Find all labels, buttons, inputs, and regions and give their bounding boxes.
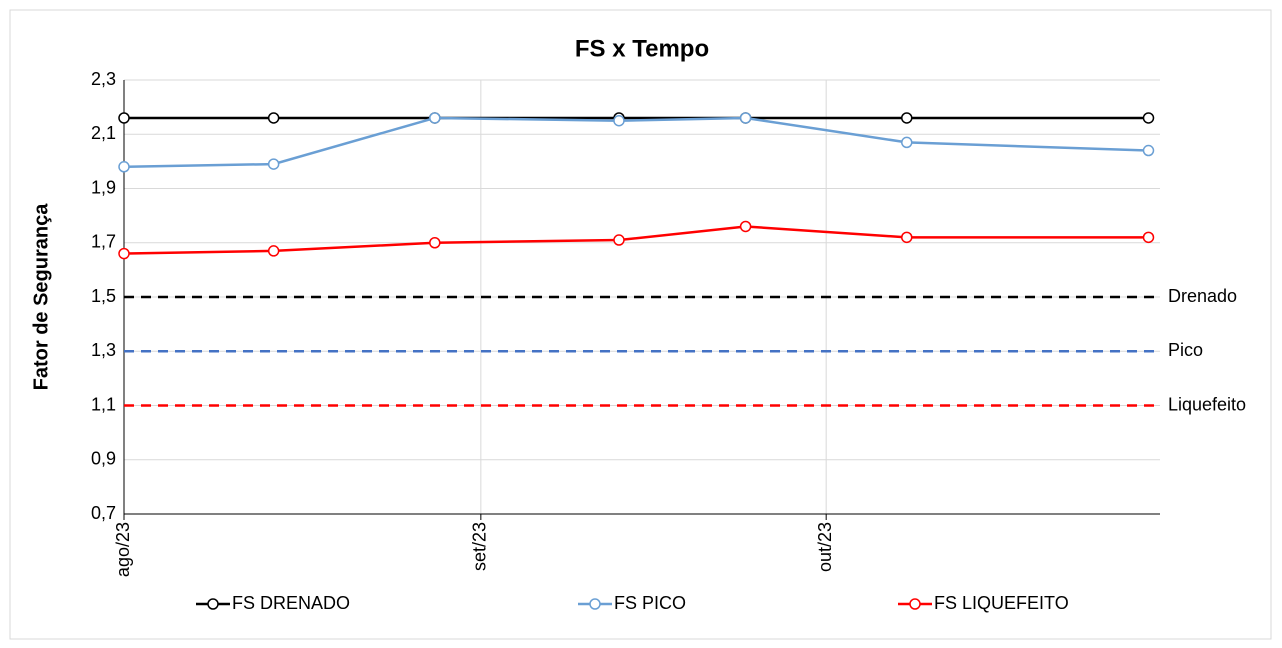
legend-label: FS DRENADO xyxy=(232,593,350,613)
y-tick-label: 2,1 xyxy=(91,123,116,143)
legend-marker xyxy=(909,598,921,610)
point-marker xyxy=(1142,112,1155,124)
y-tick-label: 0,7 xyxy=(91,503,116,523)
reference-label: Pico xyxy=(1168,340,1203,360)
point-marker xyxy=(739,112,752,124)
chart-frame xyxy=(9,9,1272,640)
legend-marker xyxy=(207,598,219,610)
legend-marker xyxy=(589,598,601,610)
point-marker xyxy=(267,245,280,257)
chart-title: FS x Tempo xyxy=(575,35,709,62)
point-marker xyxy=(1142,231,1155,244)
point-marker xyxy=(118,112,130,124)
reference-label: Liquefeito xyxy=(1168,394,1246,414)
y-tick-label: 1,1 xyxy=(91,394,116,414)
point-marker xyxy=(429,237,441,249)
x-tick-label: set/23 xyxy=(470,522,490,571)
point-marker xyxy=(429,112,441,124)
x-tick-label: ago/23 xyxy=(113,522,133,577)
point-marker xyxy=(901,112,913,124)
y-tick-label: 1,7 xyxy=(91,232,116,252)
point-marker xyxy=(118,247,130,260)
legend-label: FS PICO xyxy=(614,593,686,613)
point-marker xyxy=(1142,144,1155,157)
point-marker xyxy=(901,136,913,149)
point-marker xyxy=(613,114,625,127)
y-tick-label: 2,3 xyxy=(91,69,116,89)
point-marker xyxy=(739,220,752,233)
y-tick-label: 1,3 xyxy=(91,340,116,360)
y-tick-label: 1,5 xyxy=(91,286,116,306)
point-marker xyxy=(901,231,913,244)
x-tick-label: out/23 xyxy=(815,522,835,572)
reference-label: Drenado xyxy=(1168,286,1237,306)
point-marker xyxy=(613,234,625,246)
point-marker xyxy=(267,112,280,124)
legend-label: FS LIQUEFEITO xyxy=(934,593,1069,613)
point-marker xyxy=(118,161,130,173)
y-tick-label: 0,9 xyxy=(91,449,116,469)
y-axis-label: Fator de Segurança xyxy=(30,203,52,391)
y-tick-label: 1,9 xyxy=(91,177,116,197)
point-marker xyxy=(267,158,280,170)
